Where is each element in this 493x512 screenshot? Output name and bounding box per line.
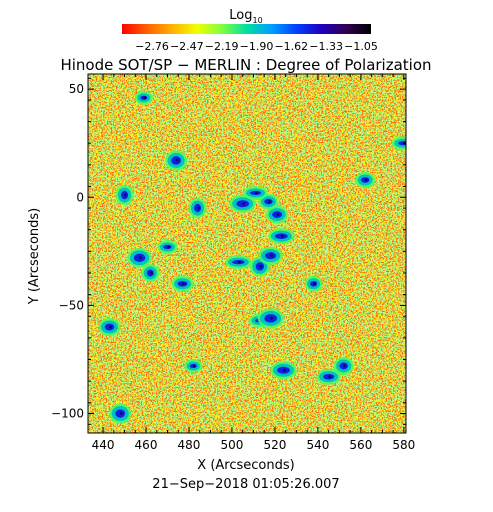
x-tick-label: 460 — [135, 438, 158, 452]
colorbar-tick-label: −1.33 — [309, 40, 343, 53]
feature-peak — [109, 325, 112, 329]
colorbar-tick-label: −1.05 — [344, 40, 378, 53]
feature-peak — [149, 271, 153, 275]
feature-peak — [255, 191, 258, 195]
feature-peak — [283, 368, 286, 372]
x-tick-label: 440 — [92, 438, 115, 452]
colorbar-tick-label: −1.90 — [240, 40, 274, 53]
feature-peak — [270, 316, 274, 320]
x-axis: 440 460 480 500 520 540 560 580 — [92, 74, 415, 452]
y-axis-label: Y (Arcseconds) — [27, 208, 42, 305]
feature-peak — [182, 282, 185, 286]
colorbar — [122, 24, 371, 34]
colorbar-tick-label: −1.62 — [274, 40, 308, 53]
heatmap-features — [98, 90, 406, 424]
y-tick-label: −50 — [59, 298, 84, 312]
feature-peak — [143, 96, 147, 100]
feature-peak — [167, 245, 170, 249]
feature-peak — [238, 260, 241, 264]
feature-peak — [124, 193, 127, 197]
feature-peak — [364, 178, 368, 182]
x-tick-label: 540 — [306, 438, 329, 452]
feature-peak — [192, 364, 196, 368]
y-tick-label: −100 — [51, 407, 84, 421]
colorbar-label: Log10 — [229, 8, 262, 25]
footer-timestamp: 21−Sep−2018 01:05:26.007 — [152, 477, 339, 492]
colorbar-tick-label: −2.19 — [205, 40, 239, 53]
feature-peak — [259, 265, 263, 268]
feature-peak — [280, 234, 284, 238]
chart-title: Hinode SOT/SP − MERLIN : Degree of Polar… — [60, 56, 431, 74]
colorbar-ticks: −2.76 −2.47 −2.19 −1.90 −1.62 −1.33 −1.05 — [135, 40, 378, 53]
x-tick-label: 500 — [221, 438, 244, 452]
feature-peak — [242, 202, 246, 206]
y-axis: 50 0 −50 −100 — [51, 77, 406, 425]
x-tick-label: 560 — [349, 438, 372, 452]
y-tick-label: 50 — [69, 82, 84, 96]
feature-peak — [343, 364, 347, 368]
x-axis-label: X (Arcseconds) — [197, 458, 294, 473]
feature-peak — [175, 159, 179, 162]
x-tick-label: 480 — [178, 438, 201, 452]
feature-peak — [268, 200, 271, 203]
plot-frame — [87, 73, 407, 434]
feature-peak — [270, 254, 274, 258]
feature-peak — [276, 213, 280, 216]
feature-peak — [119, 412, 123, 415]
x-tick-label: 580 — [392, 438, 415, 452]
y-tick-label: 0 — [76, 190, 84, 204]
plot-area — [88, 74, 406, 433]
feature-peak — [328, 375, 332, 379]
feature-peak — [139, 256, 142, 260]
feature-peak — [197, 206, 200, 210]
colorbar-tick-label: −2.76 — [135, 40, 169, 53]
colorbar-tick-label: −2.47 — [170, 40, 204, 53]
feature-peak — [313, 282, 317, 286]
x-tick-label: 520 — [263, 438, 286, 452]
